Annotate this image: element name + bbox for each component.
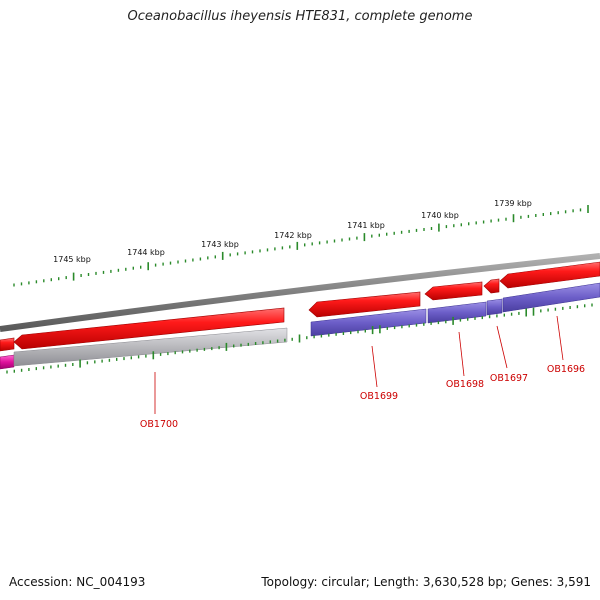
gene-label-ob1697[interactable]: OB1697 (490, 373, 528, 384)
genome-summary-text: Topology: circular; Length: 3,630,528 bp… (261, 575, 591, 589)
scale-label: 1739 kbp (494, 199, 532, 208)
map-title: Oceanobacillus iheyensis HTE831, complet… (127, 9, 473, 24)
gene-label-ob1696[interactable]: OB1696 (547, 364, 585, 375)
reverse-gene-OB1700[interactable] (13, 327, 288, 367)
leader-line-ob1696 (556, 315, 564, 361)
scale-label: 1745 kbp (53, 255, 91, 264)
outer-scale-ticks (13, 205, 589, 287)
scale-labels: 1745 kbp 1744 kbp 1743 kbp 1742 kbp 1741 kbp… (53, 199, 532, 264)
inner-scale-ticks (6, 303, 593, 374)
leader-line-ob1699 (371, 345, 378, 388)
scale-label: 1742 kbp (274, 231, 312, 240)
scale-label: 1744 kbp (127, 248, 165, 257)
scale-label: 1740 kbp (421, 211, 459, 220)
accession-text: Accession: NC_004193 (9, 575, 146, 589)
leader-line-ob1698 (458, 331, 465, 377)
leader-line-ob1697 (496, 325, 508, 369)
forward-gene-arrow[interactable] (483, 278, 500, 294)
gene-label-ob1699[interactable]: OB1699 (360, 391, 398, 402)
forward-gene-arrow[interactable] (13, 307, 285, 350)
scale-label: 1741 kbp (347, 221, 385, 230)
genome-backbone (0, 253, 600, 332)
reverse-gene-OB1697[interactable] (486, 298, 503, 316)
reverse-gene-OB1698[interactable] (427, 301, 487, 324)
forward-gene-arrow[interactable] (308, 291, 421, 318)
forward-gene-arrow[interactable] (499, 261, 600, 289)
reverse-gene-OB1696[interactable] (502, 282, 600, 313)
reverse-gene-partial[interactable] (0, 354, 15, 370)
forward-gene-arrow[interactable] (424, 281, 483, 301)
forward-gene-partial[interactable] (0, 337, 15, 352)
scale-label: 1743 kbp (201, 240, 239, 249)
gene-label-ob1700[interactable]: OB1700 (140, 419, 178, 430)
reverse-gene-OB1699[interactable] (310, 308, 427, 337)
gene-label-ob1698[interactable]: OB1698 (446, 379, 484, 390)
